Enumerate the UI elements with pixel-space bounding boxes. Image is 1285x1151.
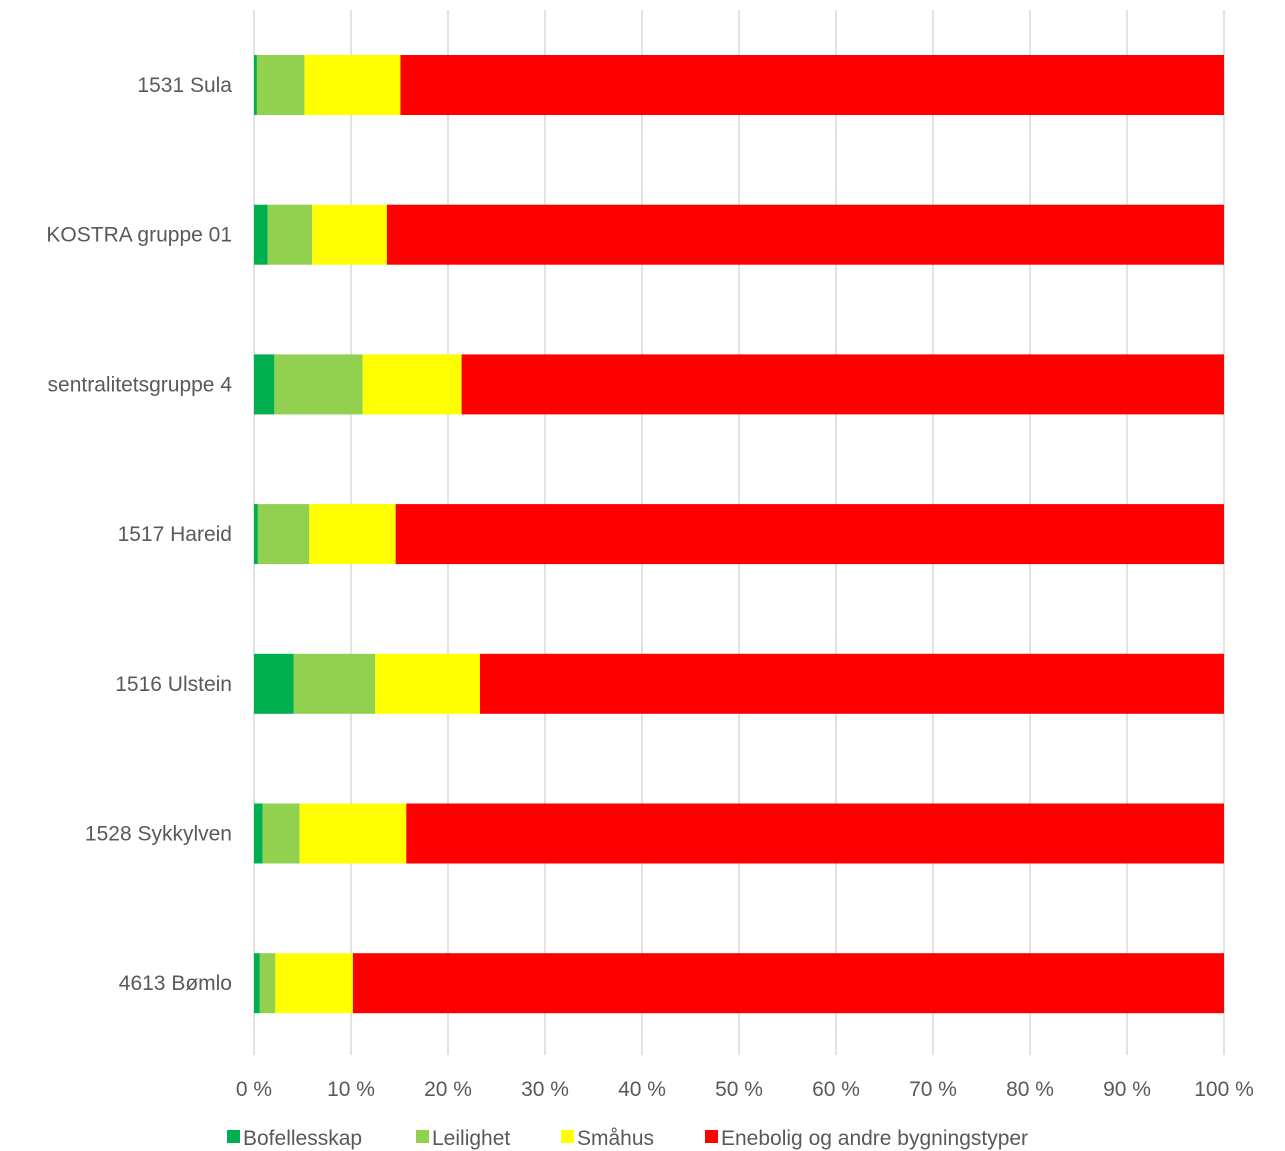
category-label: sentralitetsgruppe 4 bbox=[48, 373, 233, 396]
category-label: KOSTRA gruppe 01 bbox=[46, 224, 232, 247]
legend-swatch bbox=[705, 1130, 718, 1143]
x-tick-label: 70 % bbox=[909, 1078, 957, 1101]
category-label: 1528 Sykkylven bbox=[85, 823, 232, 846]
legend-swatch bbox=[227, 1130, 240, 1143]
bar-segment-5-2 bbox=[299, 803, 407, 864]
bars bbox=[254, 55, 1225, 1014]
x-tick-label: 80 % bbox=[1006, 1078, 1054, 1101]
bar-segment-2-3 bbox=[461, 354, 1225, 415]
bar-segment-0-3 bbox=[400, 55, 1225, 115]
bar-segment-4-0 bbox=[254, 653, 294, 714]
x-tick-label: 0 % bbox=[236, 1078, 272, 1101]
bar-segment-2-0 bbox=[254, 354, 275, 415]
bar-segment-0-2 bbox=[304, 55, 401, 115]
legend-swatch bbox=[416, 1130, 429, 1143]
x-tick-label: 50 % bbox=[715, 1078, 763, 1101]
legend-label: Småhus bbox=[577, 1127, 654, 1150]
bar-segment-1-2 bbox=[312, 204, 387, 265]
legend: Bofellesskap Leilighet Småhus Enebolig og a… bbox=[227, 1127, 1028, 1150]
bar-segment-0-0 bbox=[254, 55, 257, 115]
bar-segment-3-3 bbox=[395, 504, 1224, 565]
bar-segment-5-3 bbox=[406, 803, 1224, 864]
bar-segment-5-1 bbox=[262, 803, 300, 864]
bar-segment-4-3 bbox=[480, 653, 1224, 714]
bar-segment-2-1 bbox=[274, 354, 363, 415]
bar-segment-6-0 bbox=[254, 953, 260, 1014]
bar-segment-6-2 bbox=[275, 953, 353, 1014]
bar-segment-3-0 bbox=[254, 504, 258, 565]
bar-segment-4-2 bbox=[375, 653, 481, 714]
bar-segment-4-1 bbox=[293, 653, 376, 714]
category-label: 1531 Sula bbox=[137, 74, 232, 97]
bar-segment-0-1 bbox=[256, 55, 305, 115]
x-tick-label: 30 % bbox=[521, 1078, 569, 1101]
x-tick-label: 90 % bbox=[1103, 1078, 1151, 1101]
bar-segment-6-3 bbox=[352, 953, 1224, 1014]
x-tick-label: 10 % bbox=[327, 1078, 375, 1101]
bar-segment-3-1 bbox=[257, 504, 310, 565]
x-tick-label: 60 % bbox=[812, 1078, 860, 1101]
bar-segment-1-0 bbox=[254, 204, 268, 265]
bar-segment-1-1 bbox=[267, 204, 313, 265]
bar-segment-3-2 bbox=[309, 504, 396, 565]
category-labels: 1531 Sula KOSTRA gruppe 01 sentralitetsgru… bbox=[46, 74, 232, 995]
category-label: 4613 Bømlo bbox=[119, 972, 232, 995]
bar-segment-2-2 bbox=[362, 354, 462, 415]
legend-label: Leilighet bbox=[432, 1127, 510, 1150]
bar-segment-1-3 bbox=[386, 204, 1224, 265]
category-label: 1516 Ulstein bbox=[115, 673, 232, 696]
x-axis-tick-labels: 0 % 10 % 20 % 30 % 40 % 50 % 60 % 70 % 80 % 90 % 1… bbox=[236, 1078, 1254, 1101]
category-label: 1517 Hareid bbox=[118, 523, 232, 546]
legend-swatch bbox=[561, 1130, 574, 1143]
x-tick-label: 20 % bbox=[424, 1078, 472, 1101]
legend-label: Bofellesskap bbox=[243, 1127, 362, 1150]
bar-segment-6-1 bbox=[259, 953, 276, 1014]
legend-label: Enebolig og andre bygningstyper bbox=[721, 1127, 1028, 1150]
bar-segment-5-0 bbox=[254, 803, 263, 864]
x-tick-label: 40 % bbox=[618, 1078, 666, 1101]
x-tick-label: 100 % bbox=[1194, 1078, 1254, 1101]
